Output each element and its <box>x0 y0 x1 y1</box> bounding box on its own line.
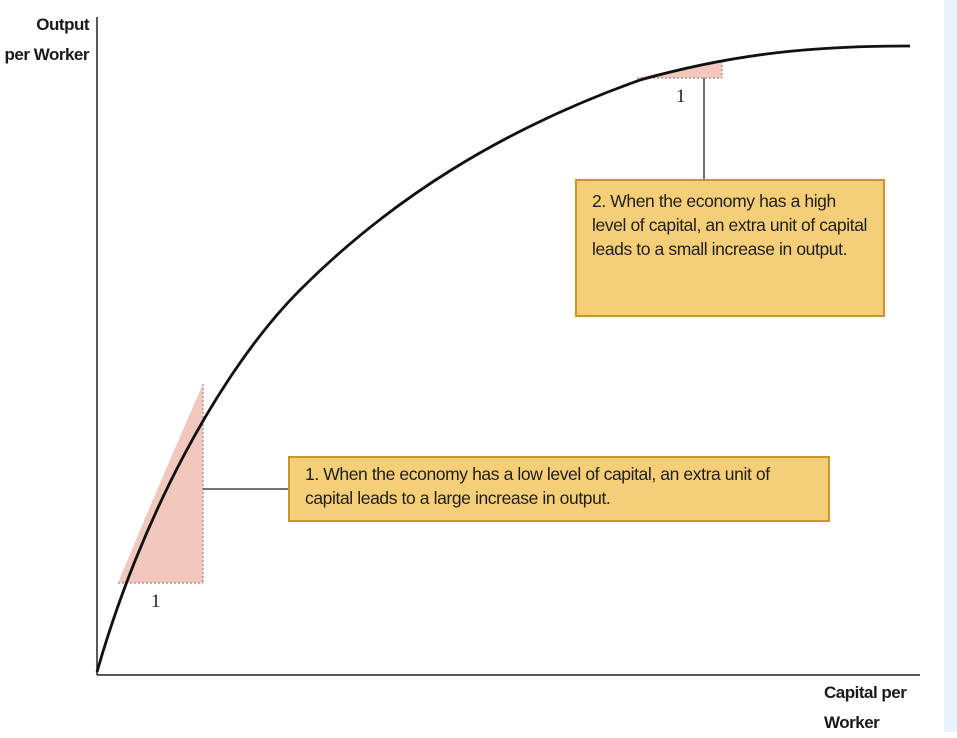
low-capital-callout-text: 1. When the economy has a low level of c… <box>305 464 770 508</box>
y-axis-label: Output per Worker <box>4 10 90 70</box>
low-capital-shaded-triangle <box>118 384 203 583</box>
high-capital-callout-text: 2. When the economy has a high level of … <box>592 191 868 259</box>
y-axis-label-text: Output per Worker <box>4 15 90 64</box>
high-capital-unit-label: 1 <box>676 86 686 107</box>
x-axis-label: Capital per Worker <box>824 678 934 738</box>
x-axis-label-text: Capital per Worker <box>824 683 907 732</box>
production-function-diagram <box>95 17 920 676</box>
production-function-curve <box>95 44 911 673</box>
low-capital-unit-label: 1 <box>151 591 161 612</box>
low-capital-callout: 1. When the economy has a low level of c… <box>288 456 830 522</box>
side-panel <box>944 0 957 732</box>
high-capital-callout: 2. When the economy has a high level of … <box>575 179 885 317</box>
